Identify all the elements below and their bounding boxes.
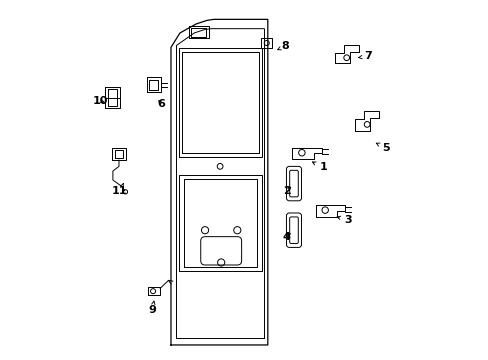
Text: 9: 9 [148, 301, 156, 315]
Text: 3: 3 [336, 215, 351, 225]
Text: 6: 6 [157, 99, 165, 109]
Text: 5: 5 [376, 143, 389, 153]
Text: 2: 2 [283, 186, 290, 196]
Text: 1: 1 [312, 162, 326, 172]
Text: 7: 7 [358, 51, 371, 61]
Text: 8: 8 [277, 41, 288, 51]
Text: 4: 4 [282, 232, 290, 242]
Text: 10: 10 [92, 96, 108, 106]
Text: 11: 11 [112, 184, 127, 197]
